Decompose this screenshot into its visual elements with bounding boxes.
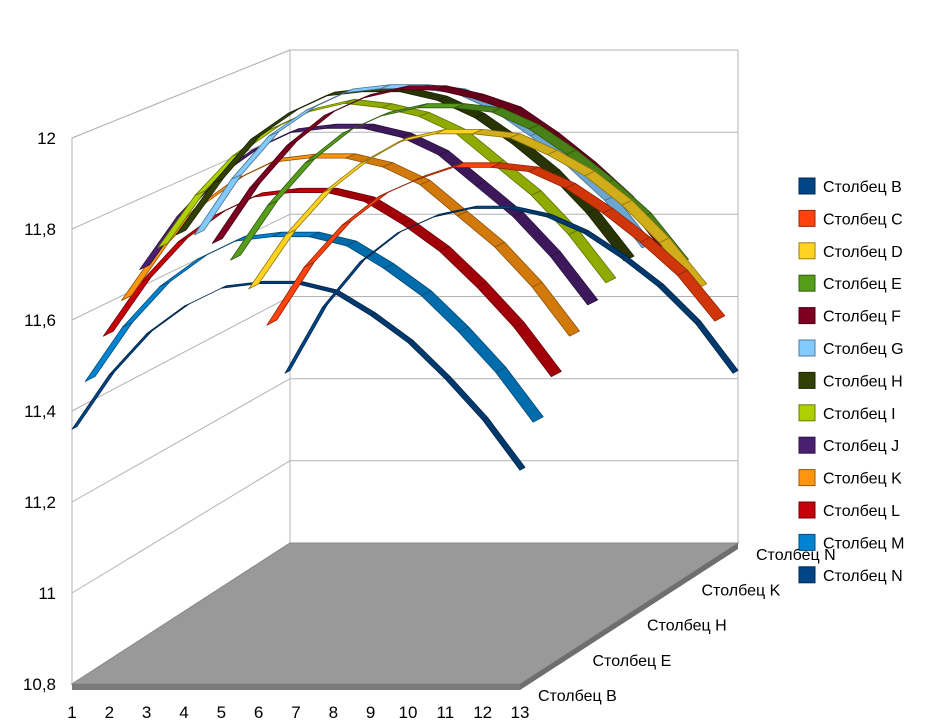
legend-item: Столбец K <box>798 469 902 488</box>
legend-swatch <box>798 242 816 260</box>
y-tick-label: 11,4 <box>24 402 56 421</box>
series-ribbon <box>248 128 708 290</box>
x-tick-label: 12 <box>473 703 492 722</box>
legend-label: Столбец F <box>823 309 901 326</box>
depth-tick-label: Столбец B <box>538 688 617 705</box>
legend-swatch <box>798 371 816 389</box>
ribbon-segment <box>513 321 562 378</box>
legend-swatch <box>798 436 816 454</box>
legend-label: Столбец K <box>823 471 902 488</box>
legend-swatch <box>798 274 816 292</box>
legend-label: Столбец H <box>823 373 903 390</box>
ribbon-segment <box>531 281 580 337</box>
legend-label: Столбец M <box>823 535 904 552</box>
legend-swatch <box>798 177 816 195</box>
legend-item: Столбец N <box>798 566 903 585</box>
chart-floor <box>70 542 740 690</box>
legend-swatch <box>798 209 816 227</box>
ribbon-segment <box>471 205 515 209</box>
x-tick-label: 13 <box>511 703 530 722</box>
legend-item: Столбец J <box>798 436 899 455</box>
legend-label: Столбец N <box>823 568 903 585</box>
legend-label: Столбец G <box>823 341 904 358</box>
x-tick-label: 10 <box>399 703 418 722</box>
legend-item: Столбец H <box>798 371 903 390</box>
ribbon-segment <box>695 320 739 374</box>
legend-item: Столбец B <box>798 177 902 196</box>
legend-item: Столбец F <box>798 307 901 326</box>
depth-tick-label: Столбец N <box>756 547 836 564</box>
legend-swatch <box>798 339 816 357</box>
y-tick-label: 11,6 <box>24 311 56 330</box>
series-ribbon <box>284 205 739 374</box>
legend-label: Столбец C <box>823 211 903 228</box>
depth-tick-label: Столбец K <box>702 582 781 599</box>
gridline <box>71 378 738 503</box>
x-tick-label: 2 <box>105 703 114 722</box>
gridline <box>71 49 738 139</box>
ribbon-segment <box>549 251 599 306</box>
legend-item: Столбец I <box>798 404 896 423</box>
legend-item: Столбец L <box>798 501 900 520</box>
legend-label: Столбец J <box>823 438 899 455</box>
x-tick-label: 9 <box>366 703 375 722</box>
ribbon-segment <box>586 208 635 262</box>
series-ribbon <box>266 162 726 326</box>
legend-swatch <box>798 501 816 519</box>
depth-tick-label: Столбец H <box>647 618 727 635</box>
floor-side <box>520 543 738 690</box>
x-tick-label: 3 <box>142 703 151 722</box>
x-tick-label: 4 <box>179 703 188 722</box>
legend-item: Столбец E <box>798 274 902 293</box>
ribbon-segment <box>495 366 544 423</box>
ribbon-segment <box>568 229 617 284</box>
x-tick-label: 8 <box>329 703 338 722</box>
ribbon-segment <box>482 417 526 471</box>
legend-swatch <box>798 566 816 584</box>
x-axis-tick-labels: 1 2 3 4 5 6 7 8 9 10 11 12 13 <box>67 703 529 722</box>
y-tick-label: 11,2 <box>24 493 56 512</box>
x-tick-label: 11 <box>437 703 455 722</box>
y-tick-label: 12 <box>37 129 56 148</box>
legend-label: Столбец D <box>823 244 903 261</box>
gridline <box>71 460 738 594</box>
floor-edge <box>72 684 520 690</box>
legend-item: Столбец D <box>798 242 903 261</box>
depth-tick-label: Столбец E <box>593 653 672 670</box>
y-tick-label: 10,8 <box>23 675 56 694</box>
legend-swatch <box>798 469 816 487</box>
legend: Столбец B Столбец C Столбец D Столбец E Стол… <box>798 177 904 585</box>
legend-label: Столбец B <box>823 179 902 196</box>
series-ribbon <box>71 280 526 471</box>
chart-series-ribbons <box>71 84 739 471</box>
legend-item: Столбец C <box>798 209 903 228</box>
legend-label: Столбец I <box>823 406 896 423</box>
legend-swatch <box>798 307 816 325</box>
legend-item: Столбец G <box>798 339 904 358</box>
legend-swatch <box>798 404 816 422</box>
legend-swatch <box>798 533 816 551</box>
x-tick-label: 5 <box>217 703 226 722</box>
depth-axis-tick-labels: Столбец B Столбец E Столбец H Столбец K Стол… <box>538 547 836 705</box>
series-ribbon <box>84 231 544 423</box>
y-tick-label: 11 <box>38 584 56 603</box>
x-tick-label: 6 <box>254 703 263 722</box>
x-tick-label: 1 <box>67 703 76 722</box>
x-tick-label: 7 <box>291 703 300 722</box>
legend-item: Столбец M <box>798 533 904 552</box>
legend-label: Столбец E <box>823 276 902 293</box>
y-axis-tick-labels: 10,8 11 11,2 11,4 11,6 11,8 12 <box>23 129 56 694</box>
y-tick-label: 11,8 <box>24 220 56 239</box>
ribbon-segment <box>677 269 726 322</box>
legend-label: Столбец L <box>823 503 900 520</box>
